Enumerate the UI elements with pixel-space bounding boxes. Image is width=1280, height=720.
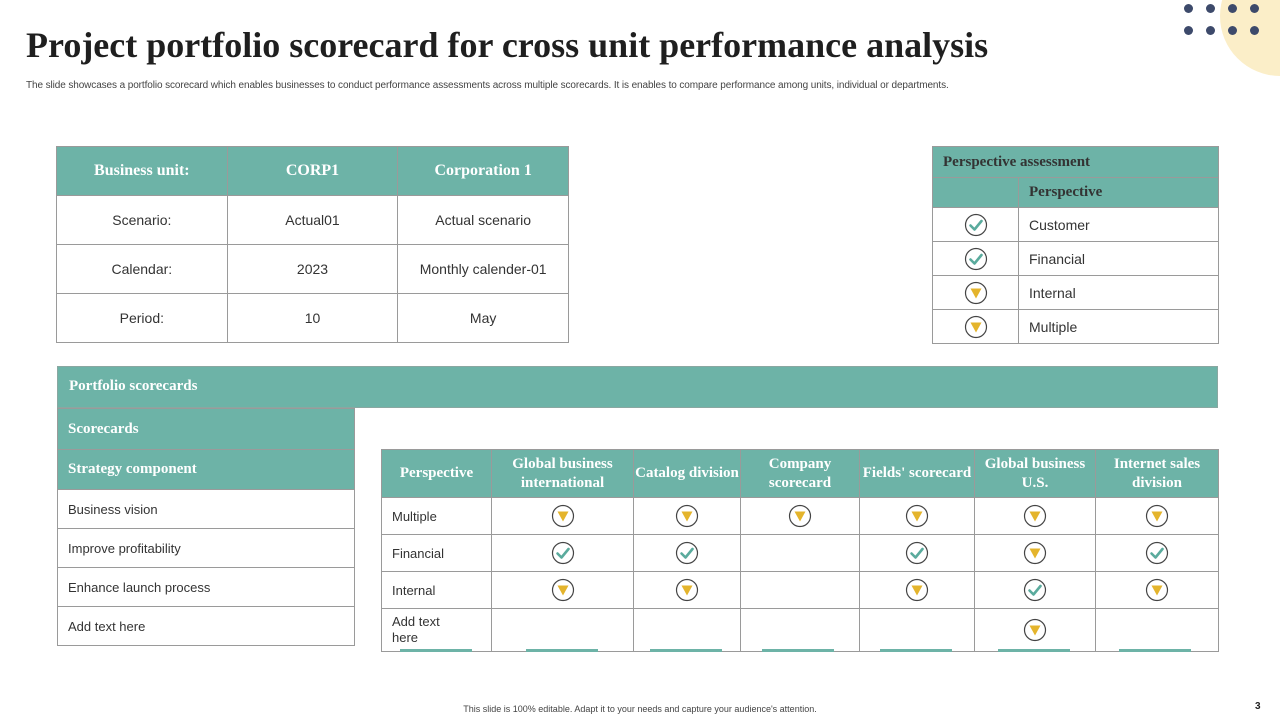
list-item: Business vision <box>57 489 355 529</box>
table-cell: Scenario: <box>56 195 228 245</box>
table-row: Internal <box>381 571 1219 609</box>
triangle-down-icon <box>974 608 1096 652</box>
check-icon <box>859 534 975 572</box>
matrix-header-cell: Perspective <box>381 449 492 498</box>
triangle-down-icon <box>932 309 1019 344</box>
check-icon <box>974 571 1096 609</box>
matrix-row-label: Financial <box>381 534 492 572</box>
triangle-down-icon <box>740 497 860 535</box>
business-unit-table: Business unit: CORP1 Corporation 1 Scena… <box>56 146 569 343</box>
bu-header-cell: CORP1 <box>226 146 399 196</box>
decorative-dots <box>1184 4 1264 40</box>
scorecards-header: Scorecards <box>57 408 355 450</box>
footer-note: This slide is 100% editable. Adapt it to… <box>463 704 817 714</box>
triangle-down-icon <box>491 571 634 609</box>
matrix-header-cell: Company scorecard <box>740 449 860 498</box>
triangle-down-icon <box>633 497 741 535</box>
decorative-underline <box>880 649 952 652</box>
list-item: Improve profitability <box>57 528 355 568</box>
perspective-label: Customer <box>1017 207 1220 242</box>
strategy-component-header: Strategy component <box>57 449 355 490</box>
table-row: Calendar: 2023 Monthly calender-01 <box>56 244 569 294</box>
matrix-row-label: Internal <box>381 571 492 609</box>
check-icon <box>932 207 1019 242</box>
table-row: Scenario: Actual01 Actual scenario <box>56 195 569 245</box>
decorative-underline <box>400 649 472 652</box>
decorative-underline <box>762 649 834 652</box>
decorative-underline <box>1119 649 1191 652</box>
perspective-column-header: Perspective <box>1017 177 1220 208</box>
triangle-down-icon <box>932 275 1019 310</box>
triangle-down-icon <box>974 534 1096 572</box>
table-row: Internal <box>932 275 1220 310</box>
triangle-down-icon <box>633 571 741 609</box>
bu-header-cell: Business unit: <box>56 146 228 196</box>
perspective-assessment-title: Perspective assessment <box>931 146 1220 178</box>
triangle-down-icon <box>859 571 975 609</box>
page-subtitle: The slide showcases a portfolio scorecar… <box>26 80 949 91</box>
page-title: Project portfolio scorecard for cross un… <box>26 25 989 65</box>
check-icon <box>633 534 741 572</box>
bu-header-cell: Corporation 1 <box>397 146 569 196</box>
list-item: Enhance launch process <box>57 567 355 607</box>
triangle-down-icon <box>491 497 634 535</box>
matrix-row-label: Multiple <box>381 497 492 535</box>
triangle-down-icon <box>1095 497 1219 535</box>
table-cell: May <box>397 293 569 343</box>
matrix-row-label: Add text here <box>381 608 492 652</box>
check-icon <box>1095 534 1219 572</box>
empty-cell <box>740 608 860 652</box>
triangle-down-icon <box>859 497 975 535</box>
decorative-underline <box>650 649 722 652</box>
triangle-down-icon <box>1095 571 1219 609</box>
check-icon <box>932 241 1019 276</box>
table-row: Add text here <box>381 608 1219 652</box>
table-cell: Monthly calender-01 <box>397 244 569 294</box>
empty-cell <box>740 534 860 572</box>
decorative-underline <box>998 649 1070 652</box>
check-icon <box>491 534 634 572</box>
empty-cell <box>491 608 634 652</box>
matrix-header-cell: Global business international <box>491 449 634 498</box>
portfolio-scorecards-bar: Portfolio scorecards <box>57 366 1218 408</box>
list-item: Add text here <box>57 606 355 646</box>
table-row: Period: 10 May <box>56 293 569 343</box>
empty-cell <box>1095 608 1219 652</box>
perspective-matrix: Perspective Global business internationa… <box>381 449 1219 652</box>
empty-cell <box>633 608 741 652</box>
table-cell: 10 <box>226 293 399 343</box>
perspective-label: Multiple <box>1017 309 1220 344</box>
perspective-label: Internal <box>1017 275 1220 310</box>
decorative-underline <box>526 649 598 652</box>
table-row: Multiple <box>932 309 1220 344</box>
matrix-header-cell: Fields' scorecard <box>859 449 975 498</box>
matrix-header-cell: Catalog division <box>633 449 741 498</box>
table-cell: Calendar: <box>56 244 228 294</box>
empty-cell <box>859 608 975 652</box>
scorecards-list: Scorecards Strategy component Business v… <box>57 408 355 646</box>
empty-cell <box>740 571 860 609</box>
table-cell: Actual01 <box>226 195 399 245</box>
table-row: Customer <box>932 207 1220 242</box>
table-row: Multiple <box>381 497 1219 535</box>
empty-header-cell <box>932 177 1019 208</box>
table-cell: 2023 <box>226 244 399 294</box>
page-number: 3 <box>1255 701 1261 712</box>
triangle-down-icon <box>974 497 1096 535</box>
table-row: Financial <box>381 534 1219 572</box>
table-row: Financial <box>932 241 1220 276</box>
perspective-assessment-table: Perspective assessment Perspective Custo… <box>931 146 1220 344</box>
table-cell: Actual scenario <box>397 195 569 245</box>
table-cell: Period: <box>56 293 228 343</box>
matrix-header-cell: Internet sales division <box>1095 449 1219 498</box>
perspective-label: Financial <box>1017 241 1220 276</box>
matrix-header-cell: Global business U.S. <box>974 449 1096 498</box>
